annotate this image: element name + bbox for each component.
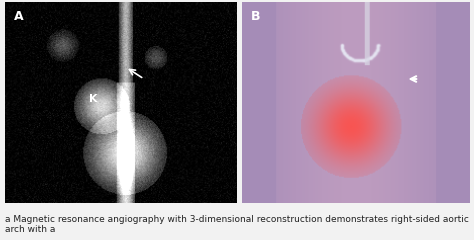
Text: K: K — [89, 94, 97, 104]
Text: A: A — [14, 11, 24, 24]
Text: B: B — [251, 11, 260, 24]
Text: a Magnetic resonance angiography with 3-dimensional reconstruction demonstrates : a Magnetic resonance angiography with 3-… — [5, 215, 469, 234]
